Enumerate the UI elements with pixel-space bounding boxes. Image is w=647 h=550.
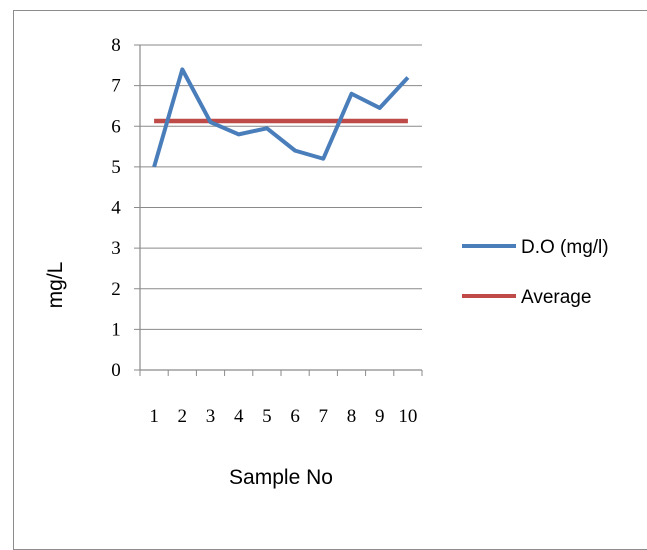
x-tick-label: 10 [398, 406, 417, 427]
y-tick-label: 7 [111, 76, 121, 97]
legend-label-average: Average [521, 287, 591, 308]
x-tick-label: 6 [290, 406, 300, 427]
x-tick-labels: 1 2 3 4 5 6 7 8 9 10 [149, 406, 417, 427]
y-tick-label: 4 [111, 198, 121, 219]
y-tick-labels: 0 1 2 3 4 5 6 7 8 [111, 35, 121, 381]
y-axis-title: mg/L [44, 262, 67, 309]
legend: D.O (mg/l) Average [462, 237, 609, 308]
x-tick-label: 3 [206, 406, 216, 427]
series-lines [152, 67, 410, 168]
x-tick-label: 4 [234, 406, 244, 427]
x-axis-title: Sample No [229, 466, 333, 489]
legend-label-do: D.O (mg/l) [521, 237, 609, 258]
y-tick-label: 5 [111, 157, 121, 178]
x-tick-label: 5 [262, 406, 272, 427]
x-tick-label: 2 [178, 406, 188, 427]
y-tick-label: 2 [111, 279, 121, 300]
series-line-do [152, 67, 410, 168]
y-tick-label: 1 [111, 319, 121, 340]
y-tick-label: 0 [111, 360, 121, 381]
axes [134, 44, 423, 376]
gridlines [140, 44, 422, 330]
y-tick-label: 6 [111, 116, 121, 137]
x-tick-label: 9 [375, 406, 385, 427]
x-tick-label: 1 [149, 406, 159, 427]
y-tick-label: 3 [111, 238, 121, 259]
y-tick-label: 8 [111, 35, 121, 56]
x-tick-label: 7 [319, 406, 329, 427]
x-tick-label: 8 [347, 406, 357, 427]
